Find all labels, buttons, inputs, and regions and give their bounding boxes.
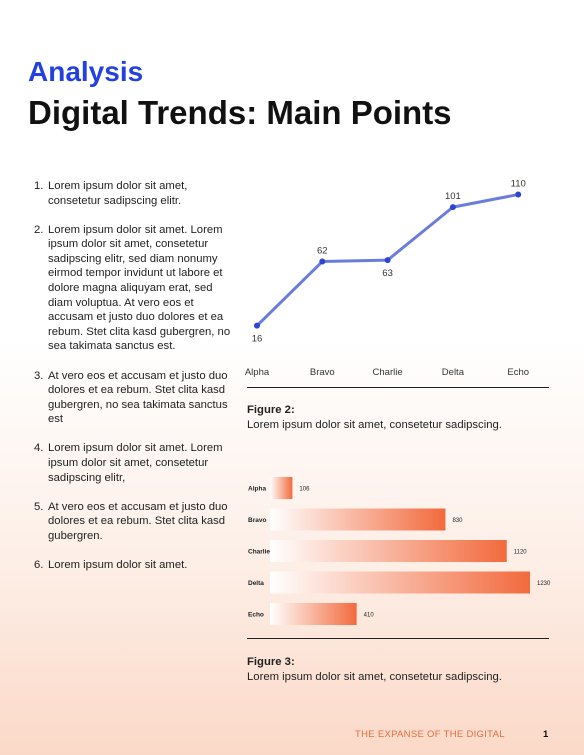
figure-label: Figure 2: [247,404,295,416]
list-text: Lorem ipsum dolor sit amet. Lorem ipsum … [48,223,231,353]
figure-caption: Lorem ipsum dolor sit amet, consetetur s… [247,419,502,431]
list-item: 3. At vero eos et accusam et justo duo do… [28,369,238,427]
data-point [319,258,326,265]
data-label: 1120 [514,550,528,556]
data-label: 62 [317,246,328,257]
list-number: 3. [34,369,44,382]
list-item: 2. Lorem ipsum dolor sit amet. Lorem ipsu… [28,223,238,354]
bar [270,571,530,594]
data-label: 410 [364,613,375,619]
line-chart: 16 62 63 101 110 Alpha Bravo Charlie Delta Echo [245,179,529,378]
figure-caption: Lorem ipsum dolor sit amet, consetetur s… [247,671,502,683]
data-point [449,204,456,211]
y-tick-label: Alpha [248,486,266,493]
main-points-list: 1. Lorem ipsum dolor sit amet, consetetur… [28,179,238,587]
divider [247,638,549,639]
data-label: 110 [511,179,526,190]
page-title: Digital Trends: Main Points [28,94,452,131]
list-number: 1. [34,180,44,192]
list-item: 4. Lorem ipsum dolor sit amet. Lorem ipsu… [28,441,238,485]
page-number: 1 [543,729,549,740]
x-tick-label: Alpha [245,367,270,378]
x-tick-label: Delta [442,367,465,378]
list-text: Lorem ipsum dolor sit amet, consetetur s… [48,180,188,207]
list-number: 2. [34,223,44,236]
y-tick-label: Charlie [248,549,270,556]
data-point [254,322,260,329]
footer-text: THE EXPANSE OF THE DIGITAL [355,729,505,740]
bar [270,477,293,499]
data-label: 1230 [537,581,551,587]
data-point [384,257,391,264]
bar-chart: Alpha 106 Bravo 830 Charlie 1120 Delta 1230 Echo… [248,477,551,625]
figure-label: Figure 3: [247,656,295,668]
y-tick-label: Delta [248,580,264,587]
x-tick-label: Bravo [310,367,335,378]
kicker: Analysis [28,56,144,87]
y-tick-label: Echo [248,612,264,619]
data-label: 830 [452,518,463,524]
y-tick-label: Bravo [248,517,266,524]
list-text: At vero eos et accusam et justo duo dolo… [48,369,228,426]
list-text: At vero eos et accusam et justo duo dolo… [48,500,228,542]
figure-3-caption: Figure 3: Lorem ipsum dolor sit amet, co… [247,655,502,685]
data-label: 101 [445,191,461,202]
list-number: 5. [34,500,44,513]
divider [247,387,549,388]
data-label: 106 [299,487,310,493]
bar [270,540,507,562]
list-item: 5. At vero eos et accusam et justo duo do… [28,500,238,544]
data-point [515,191,522,198]
bar [270,603,357,625]
list-text: Lorem ipsum dolor sit amet. [48,558,188,571]
x-tick-label: Charlie [373,367,403,378]
data-label: 16 [252,334,263,345]
list-item: 1. Lorem ipsum dolor sit amet, consetetur… [28,179,238,208]
x-tick-label: Echo [507,367,529,378]
list-text: Lorem ipsum dolor sit amet. Lorem ipsum … [48,442,223,484]
list-item: 6. Lorem ipsum dolor sit amet. [28,558,238,573]
figure-2-caption: Figure 2: Lorem ipsum dolor sit amet, co… [247,403,502,433]
bar [270,508,446,531]
data-label: 63 [382,268,393,279]
list-number: 6. [34,558,44,571]
list-number: 4. [34,442,44,455]
